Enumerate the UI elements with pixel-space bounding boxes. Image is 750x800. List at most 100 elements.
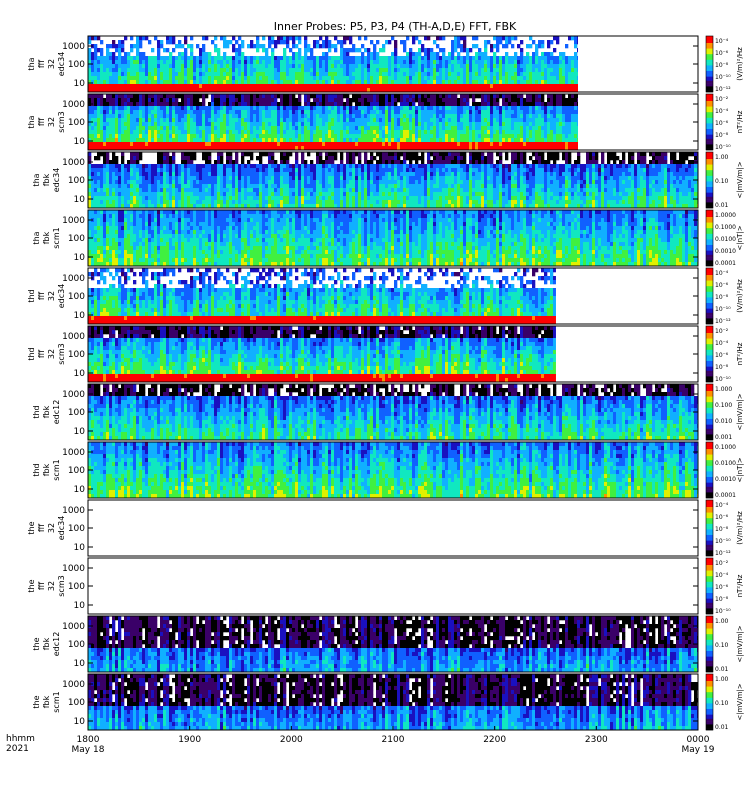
spectrogram-cell — [379, 110, 382, 114]
spectrogram-cell — [142, 176, 145, 180]
spectrogram-cell — [535, 134, 538, 138]
spectrogram-cell — [259, 188, 262, 192]
spectrogram-cell — [103, 134, 106, 138]
spectrogram-cell — [103, 56, 106, 60]
spectrogram-cell — [124, 72, 127, 76]
spectrogram-cell — [418, 130, 421, 134]
spectrogram-cell — [385, 138, 388, 142]
spectrogram-cell — [184, 176, 187, 180]
spectrogram-cell — [544, 110, 547, 114]
spectrogram-cell — [283, 110, 286, 114]
spectrogram-cell — [142, 68, 145, 72]
spectrogram-cell — [139, 126, 142, 130]
spectrogram-cell — [124, 184, 127, 188]
spectrogram-cell — [172, 168, 175, 172]
spectrogram-cell — [208, 138, 211, 142]
spectrogram-cell — [208, 160, 211, 164]
spectrogram-cell — [325, 52, 328, 56]
spectrogram-cell — [298, 76, 301, 80]
spectrogram-cell — [103, 130, 106, 134]
spectrogram-cell — [484, 134, 487, 138]
spectrogram-cell — [91, 110, 94, 114]
spectrogram-cell — [238, 76, 241, 80]
spectrogram-cell — [226, 68, 229, 72]
spectrogram-cell — [247, 56, 250, 60]
spectrogram-cell — [496, 118, 499, 122]
spectrogram-cell — [241, 102, 244, 106]
spectrogram-cell — [571, 126, 574, 130]
spectrogram-cell — [454, 36, 457, 40]
spectrogram-cell — [550, 72, 553, 76]
spectrogram-cell — [283, 134, 286, 138]
spectrogram-cell — [559, 142, 562, 146]
spectrogram-cell — [403, 102, 406, 106]
spectrogram-cell — [529, 72, 532, 76]
y-axis-label-line: fff — [37, 60, 46, 69]
spectrogram-cell — [220, 142, 223, 146]
spectrogram-cell — [547, 94, 550, 98]
spectrogram-cell — [343, 76, 346, 80]
spectrogram-cell — [112, 106, 115, 110]
spectrogram-cell — [256, 122, 259, 126]
spectrogram-cell — [199, 164, 202, 168]
spectrogram-cell — [355, 126, 358, 130]
spectrogram-cell — [169, 114, 172, 118]
spectrogram-cell — [184, 138, 187, 142]
spectrogram-cell — [232, 160, 235, 164]
spectrogram-cell — [187, 80, 190, 84]
spectrogram-cell — [340, 48, 343, 52]
spectrogram-cell — [565, 122, 568, 126]
spectrogram-cell — [415, 126, 418, 130]
spectrogram-cell — [196, 188, 199, 192]
spectrogram-cell — [118, 164, 121, 168]
spectrogram-cell — [319, 106, 322, 110]
spectrogram-cell — [226, 122, 229, 126]
spectrogram-cell — [574, 68, 577, 72]
spectrogram-cell — [187, 98, 190, 102]
spectrogram-cell — [157, 60, 160, 64]
spectrogram-cell — [247, 94, 250, 98]
spectrogram-cell — [205, 160, 208, 164]
spectrogram-cell — [109, 134, 112, 138]
spectrogram-cell — [109, 76, 112, 80]
spectrogram-cell — [376, 106, 379, 110]
spectrogram-cell — [172, 76, 175, 80]
spectrogram-cell — [568, 76, 571, 80]
spectrogram-cell — [163, 94, 166, 98]
spectrogram-cell — [385, 64, 388, 68]
spectrogram-cell — [451, 76, 454, 80]
spectrogram-cell — [349, 40, 352, 44]
spectrogram-cell — [277, 76, 280, 80]
spectrogram-cell — [364, 106, 367, 110]
spectrogram-cell — [526, 56, 529, 60]
spectrogram-cell — [577, 98, 578, 102]
spectrogram-cell — [250, 152, 253, 156]
spectrogram-cell — [217, 152, 220, 156]
spectrogram-cell — [265, 76, 268, 80]
spectrogram-cell — [376, 94, 379, 98]
spectrogram-cell — [415, 56, 418, 60]
spectrogram-cell — [154, 168, 157, 172]
spectrogram-cell — [475, 106, 478, 110]
spectrogram-cell — [526, 102, 529, 106]
spectrogram-cell — [154, 110, 157, 114]
spectrogram-cell — [220, 176, 223, 180]
spectrogram-cell — [490, 76, 493, 80]
spectrogram-cell — [235, 180, 238, 184]
spectrogram-cell — [115, 138, 118, 142]
spectrogram-cell — [424, 114, 427, 118]
spectrogram-cell — [301, 114, 304, 118]
spectrogram-cell — [412, 138, 415, 142]
spectrogram-cell — [157, 160, 160, 164]
spectrogram-cell — [562, 64, 565, 68]
spectrogram-cell — [442, 52, 445, 56]
spectrogram-cell — [94, 106, 97, 110]
spectrogram-cell — [142, 98, 145, 102]
spectrogram-cell — [415, 110, 418, 114]
spectrogram-cell — [412, 56, 415, 60]
spectrogram-cell — [184, 80, 187, 84]
spectrogram-cell — [121, 64, 124, 68]
spectrogram-cell — [91, 138, 94, 142]
spectrogram-cell — [190, 110, 193, 114]
spectrogram-cell — [178, 102, 181, 106]
